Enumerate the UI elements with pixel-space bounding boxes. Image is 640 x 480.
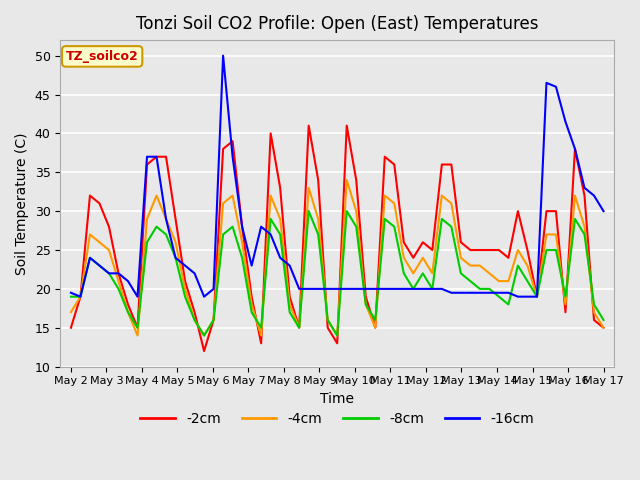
Legend: -2cm, -4cm, -8cm, -16cm: -2cm, -4cm, -8cm, -16cm xyxy=(134,407,540,432)
Title: Tonzi Soil CO2 Profile: Open (East) Temperatures: Tonzi Soil CO2 Profile: Open (East) Temp… xyxy=(136,15,538,33)
Y-axis label: Soil Temperature (C): Soil Temperature (C) xyxy=(15,132,29,275)
Text: TZ_soilco2: TZ_soilco2 xyxy=(66,50,139,63)
X-axis label: Time: Time xyxy=(320,392,354,406)
